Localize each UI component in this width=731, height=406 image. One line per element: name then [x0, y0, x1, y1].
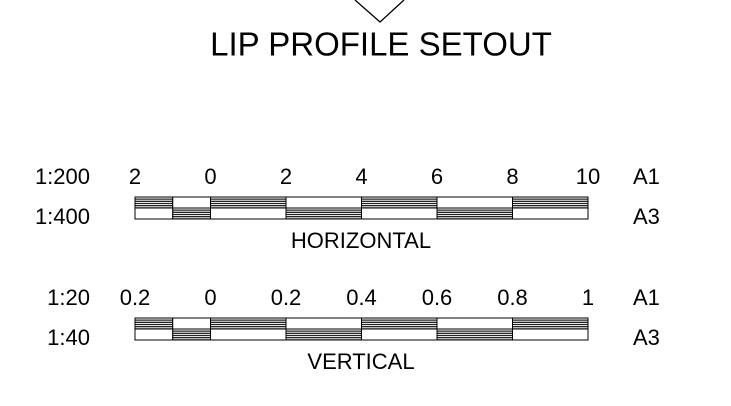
scale-segment [134, 317, 174, 330]
scale-segment [172, 207, 211, 220]
tick-label: 0.4 [346, 285, 377, 310]
scale-segment [361, 196, 438, 209]
tick-label: 0.8 [497, 285, 528, 310]
scale-segment [436, 196, 513, 209]
scale-ratio: 1:400 [35, 204, 90, 229]
tick-label: 2 [129, 164, 141, 189]
scale-segment [285, 207, 362, 220]
sheet-size: A3 [633, 204, 660, 229]
scale-ratio: 1:40 [47, 325, 90, 350]
scale-caption: VERTICAL [307, 349, 414, 374]
scale-segment [436, 207, 513, 220]
scale-segment [436, 317, 513, 330]
tick-label: 0.2 [271, 285, 302, 310]
scale-segment [512, 317, 589, 330]
tick-label: 1 [582, 285, 594, 310]
scale-ratio: 1:20 [47, 285, 90, 310]
scale-caption: HORIZONTAL [291, 228, 431, 253]
scale-segment [285, 328, 362, 341]
scale-segment [512, 328, 589, 341]
sheet-size: A1 [633, 285, 660, 310]
section-marker [354, 0, 405, 23]
scale-segment [436, 328, 513, 341]
scale-segment [134, 196, 174, 209]
scale-segment [210, 196, 287, 209]
scale-segment [512, 196, 589, 209]
scale-segment [361, 207, 438, 220]
tick-label: 6 [431, 164, 443, 189]
scale-segment [512, 207, 589, 220]
scale-segment [210, 328, 287, 341]
scale-segment [172, 317, 211, 330]
tick-label: 0 [204, 285, 216, 310]
scale-ratio: 1:200 [35, 164, 90, 189]
scale-segment [285, 317, 362, 330]
scale-segment [361, 317, 438, 330]
scale-segment [134, 328, 174, 341]
sheet-size: A3 [633, 325, 660, 350]
tick-label: 10 [576, 164, 600, 189]
scale-segment [172, 196, 211, 209]
scale-segment [361, 328, 438, 341]
tick-label: 0.2 [120, 285, 151, 310]
tick-label: 0.6 [422, 285, 453, 310]
tick-label: 0 [204, 164, 216, 189]
tick-label: 8 [506, 164, 518, 189]
scale-segment [210, 207, 287, 220]
scale-segment [172, 328, 211, 341]
tick-label: 4 [355, 164, 367, 189]
tick-label: 2 [280, 164, 292, 189]
scale-segment [285, 196, 362, 209]
sheet-size: A1 [633, 164, 660, 189]
title: LIP PROFILE SETOUT [210, 26, 552, 63]
scale-segment [134, 207, 174, 220]
scale-segment [210, 317, 287, 330]
